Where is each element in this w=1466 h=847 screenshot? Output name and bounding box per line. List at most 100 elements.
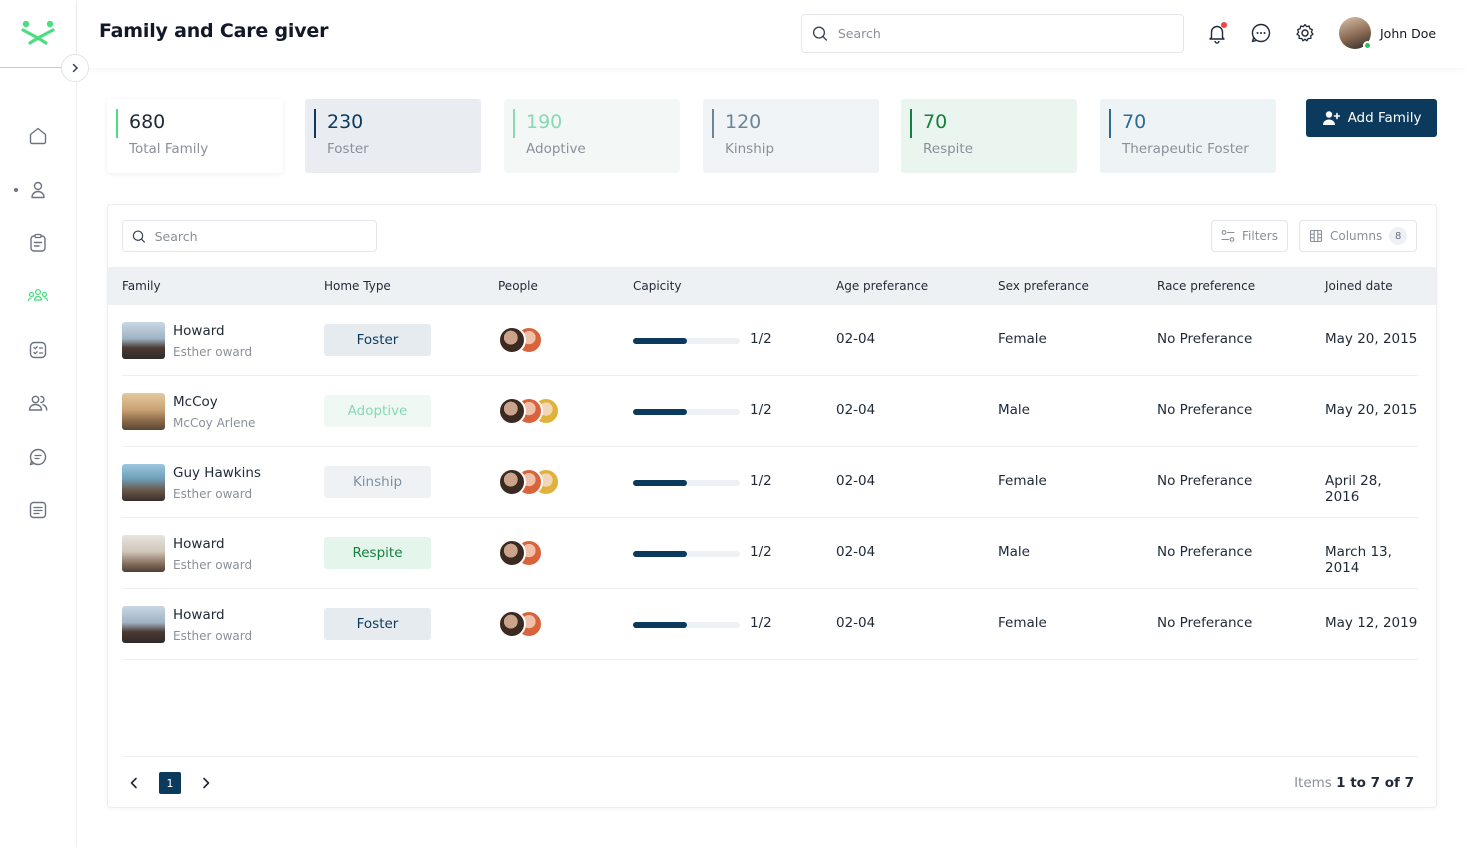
column-header-joined-date[interactable]: Joined date — [1325, 279, 1393, 293]
sidebar-item-profile[interactable] — [22, 174, 54, 206]
previous-page-button[interactable] — [124, 773, 144, 793]
header-search-input[interactable] — [837, 26, 1183, 41]
stat-value: 680 — [129, 111, 166, 133]
header-search[interactable] — [801, 14, 1184, 53]
table-row[interactable]: McCoy McCoy Arlene Adoptive 1/2 02-04 Ma… — [122, 376, 1418, 447]
home-type-badge: Kinship — [324, 466, 431, 498]
settings-button[interactable] — [1293, 21, 1317, 45]
search-icon — [132, 229, 146, 243]
sex-preference: Female — [998, 615, 1047, 631]
add-family-button[interactable]: Add Family — [1306, 99, 1437, 137]
stat-accent-bar — [910, 109, 912, 138]
family-name[interactable]: Guy Hawkins — [173, 465, 261, 481]
family-table-card: Filters Columns 8 Family Home Type Peopl… — [107, 204, 1437, 808]
stat-value: 120 — [725, 111, 762, 133]
user-name: John Doe — [1380, 25, 1437, 41]
column-header-race-preference[interactable]: Race preference — [1157, 279, 1256, 293]
stat-card-therapeutic-foster[interactable]: 70 Therapeutic Foster — [1100, 99, 1276, 173]
active-indicator — [14, 188, 18, 192]
capacity-bar — [633, 409, 740, 415]
column-header-sex-preference[interactable]: Sex preferance — [998, 279, 1089, 293]
stat-card-respite[interactable]: 70 Respite — [901, 99, 1077, 173]
family-photo — [122, 393, 165, 430]
add-family-label: Add Family — [1347, 110, 1422, 126]
capacity-bar — [633, 622, 740, 628]
sidebar-item-family[interactable] — [22, 280, 54, 312]
race-preference: No Preferance — [1157, 473, 1253, 489]
filters-label: Filters — [1242, 229, 1278, 243]
sex-preference: Female — [998, 473, 1047, 489]
top-header: Family and Care giver John Doe — [77, 0, 1466, 68]
race-preference: No Preferance — [1157, 544, 1253, 560]
messages-button[interactable] — [1249, 21, 1273, 45]
table-search[interactable] — [122, 220, 377, 252]
family-contact: Esther oward — [173, 558, 253, 572]
capacity-bar — [633, 338, 740, 344]
gear-icon — [1296, 23, 1314, 42]
table-row[interactable]: Guy Hawkins Esther oward Kinship 1/2 02-… — [122, 447, 1418, 518]
age-preference: 02-04 — [836, 615, 876, 631]
column-header-age-preference[interactable]: Age preferance — [836, 279, 929, 293]
stat-label: Therapeutic Foster — [1122, 141, 1249, 157]
sidebar-item-people[interactable] — [22, 387, 54, 419]
column-header-people[interactable]: People — [498, 279, 538, 293]
table-row[interactable]: Howard Esther oward Foster 1/2 02-04 Fem… — [122, 305, 1418, 376]
sidebar — [0, 0, 89, 847]
capacity-bar-fill — [633, 622, 687, 628]
capacity-text: 1/2 — [750, 331, 772, 347]
family-name[interactable]: Howard — [173, 536, 225, 552]
sidebar-item-messages[interactable] — [22, 441, 54, 473]
sidebar-collapse-button[interactable] — [61, 54, 89, 82]
capacity-bar — [633, 551, 740, 557]
user-avatar — [1339, 17, 1372, 50]
stat-value: 70 — [1122, 111, 1147, 133]
stat-accent-bar — [712, 109, 714, 138]
page-number-button[interactable]: 1 — [159, 772, 181, 794]
app-logo[interactable] — [20, 18, 56, 48]
person-avatar[interactable] — [498, 397, 526, 425]
table-row[interactable]: Howard Esther oward Respite 1/2 02-04 Ma… — [122, 518, 1418, 589]
chevron-right-icon — [72, 63, 79, 73]
table-row[interactable]: Howard Esther oward Foster 1/2 02-04 Fem… — [122, 589, 1418, 660]
column-header-home-type[interactable]: Home Type — [324, 279, 391, 293]
person-avatar[interactable] — [498, 610, 526, 638]
next-page-button[interactable] — [196, 773, 216, 793]
family-name[interactable]: Howard — [173, 607, 225, 623]
person-avatar[interactable] — [498, 468, 526, 496]
person-avatar[interactable] — [498, 326, 526, 354]
joined-date: May 20, 2015 — [1325, 402, 1418, 418]
sidebar-item-tasks[interactable] — [22, 227, 54, 259]
user-plus-icon — [1322, 111, 1340, 125]
columns-button[interactable]: Columns 8 — [1299, 220, 1418, 252]
notifications-button[interactable] — [1205, 21, 1229, 45]
column-header-family[interactable]: Family — [122, 279, 161, 293]
stat-card-total-family[interactable]: 680 Total Family — [107, 99, 283, 173]
search-icon — [812, 26, 828, 41]
user-menu[interactable]: John Doe — [1339, 17, 1437, 50]
table-header: Family Home Type People Capicity Age pre… — [108, 267, 1436, 305]
column-header-capacity[interactable]: Capicity — [633, 279, 682, 293]
family-contact: Esther oward — [173, 629, 253, 643]
family-contact: Esther oward — [173, 487, 253, 501]
filters-button[interactable]: Filters — [1211, 220, 1288, 252]
capacity-bar-fill — [633, 480, 687, 486]
sidebar-item-home[interactable] — [22, 120, 54, 152]
stat-card-adoptive[interactable]: 190 Adoptive — [504, 99, 680, 173]
columns-label: Columns — [1330, 229, 1383, 243]
home-icon — [29, 127, 47, 145]
sidebar-item-documents[interactable] — [22, 494, 54, 526]
items-range: 1 to 7 of 7 — [1336, 775, 1414, 791]
sidebar-item-checklist[interactable] — [22, 334, 54, 366]
stat-accent-bar — [314, 109, 316, 138]
home-type-badge: Foster — [324, 608, 431, 640]
family-name[interactable]: Howard — [173, 323, 225, 339]
family-name[interactable]: McCoy — [173, 394, 218, 410]
family-photo — [122, 464, 165, 501]
age-preference: 02-04 — [836, 402, 876, 418]
capacity-bar — [633, 480, 740, 486]
chevron-right-icon — [203, 777, 210, 789]
stat-card-foster[interactable]: 230 Foster — [305, 99, 481, 173]
person-avatar[interactable] — [498, 539, 526, 567]
stat-card-kinship[interactable]: 120 Kinship — [703, 99, 879, 173]
table-search-input[interactable] — [154, 228, 376, 244]
